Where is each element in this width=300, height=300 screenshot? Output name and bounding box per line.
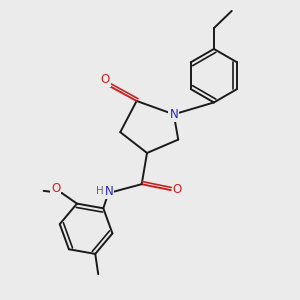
Text: O: O [101, 73, 110, 86]
Text: N: N [105, 185, 113, 198]
Text: O: O [51, 182, 60, 195]
Text: N: N [169, 108, 178, 121]
Text: H: H [96, 186, 104, 196]
Text: O: O [173, 183, 182, 196]
